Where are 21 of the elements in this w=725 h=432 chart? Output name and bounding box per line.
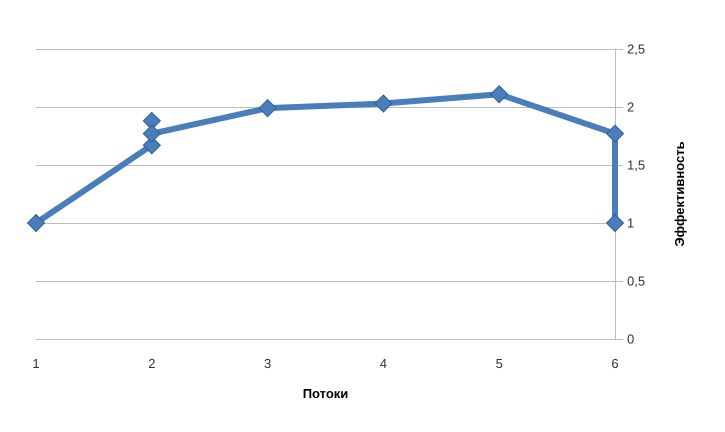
y-tick-label: 0,5	[627, 274, 646, 288]
y-tick-label: 1,5	[627, 158, 646, 172]
point	[27, 214, 45, 232]
x-tick-label: 3	[264, 356, 272, 371]
y-tick-label: 1	[627, 216, 634, 230]
y-axis-title: Эффективность	[672, 141, 687, 247]
x-tick-label: 6	[611, 356, 619, 371]
point	[606, 214, 624, 232]
y-tick-label: 0	[627, 332, 634, 346]
y-tick-label: 2	[627, 100, 634, 114]
x-tick-label: 4	[380, 356, 388, 371]
y-tick-label: 2,5	[627, 42, 646, 56]
x-tick-label: 2	[148, 356, 156, 371]
x-axis-title: Потоки	[302, 386, 348, 401]
point	[490, 85, 508, 104]
x-tick-label: 1	[32, 356, 40, 371]
point	[258, 99, 277, 118]
point	[142, 124, 161, 143]
point	[606, 124, 624, 143]
x-tick-label: 5	[496, 356, 503, 371]
point	[374, 94, 392, 113]
